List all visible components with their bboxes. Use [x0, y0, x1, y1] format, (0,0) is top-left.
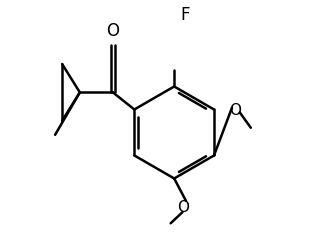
Text: O: O	[106, 23, 119, 41]
Text: O: O	[177, 200, 190, 216]
Text: O: O	[229, 102, 242, 118]
Text: F: F	[180, 6, 190, 24]
